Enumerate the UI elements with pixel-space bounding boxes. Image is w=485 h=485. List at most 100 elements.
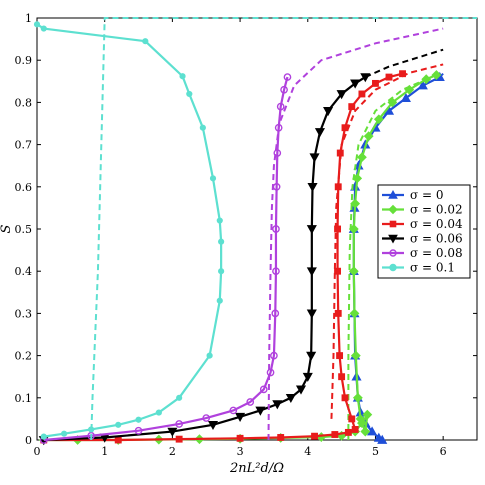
data-point	[431, 70, 442, 80]
data-point	[385, 73, 393, 81]
data-point	[360, 73, 371, 83]
data-point	[277, 434, 285, 441]
data-point	[389, 249, 397, 257]
series-dashed-line	[347, 74, 437, 440]
data-point	[175, 435, 183, 443]
data-point	[338, 373, 346, 381]
data-point	[341, 124, 349, 132]
data-point	[306, 309, 317, 319]
data-point	[372, 79, 379, 87]
data-point	[389, 263, 397, 272]
data-point	[336, 149, 344, 157]
x-tick-label: 0	[34, 445, 41, 458]
data-point	[355, 413, 366, 424]
legend-entry: σ = 0.1	[382, 261, 455, 275]
series-line	[43, 76, 289, 442]
data-point	[400, 92, 411, 103]
data-point	[357, 152, 367, 163]
data-point	[167, 427, 178, 437]
data-point	[272, 400, 283, 410]
data-point	[306, 351, 317, 361]
legend-label: σ = 0.1	[410, 261, 455, 275]
data-point	[179, 73, 186, 80]
data-point	[350, 198, 361, 209]
legend-entry: σ = 0.08	[382, 246, 463, 260]
data-point	[207, 420, 219, 431]
data-point	[348, 224, 359, 234]
data-point	[295, 385, 307, 395]
legend-label: σ = 0	[410, 188, 444, 202]
y-tick-label: 0.3	[15, 307, 33, 320]
x-axis-label: 2nL²d/Ω	[229, 461, 284, 476]
data-point	[175, 420, 184, 428]
y-tick-label: 0.2	[15, 350, 33, 363]
data-point	[216, 217, 223, 224]
data-point	[323, 106, 334, 117]
data-point	[348, 415, 356, 423]
y-tick-label: 1	[25, 12, 32, 25]
y-tick-label: 0.6	[15, 181, 33, 194]
y-tick-label: 0.8	[15, 96, 33, 109]
data-point	[421, 74, 432, 85]
data-point	[40, 433, 47, 440]
x-tick-label: 5	[372, 445, 379, 458]
data-point	[271, 309, 280, 318]
data-point	[352, 392, 363, 403]
data-point	[216, 297, 223, 304]
data-point	[209, 175, 217, 182]
y-tick-label: 0.4	[15, 265, 33, 278]
legend-label: σ = 0.04	[410, 217, 463, 231]
data-point	[274, 123, 283, 132]
data-point	[344, 428, 352, 436]
data-point	[352, 173, 363, 184]
data-point	[134, 426, 143, 435]
y-tick-label: 0.7	[15, 139, 33, 152]
data-point	[283, 73, 292, 81]
data-point	[388, 234, 398, 244]
data-point	[314, 128, 326, 138]
data-point	[387, 97, 398, 108]
data-point	[273, 149, 282, 157]
x-tick-label: 4	[304, 445, 311, 458]
data-point	[246, 398, 255, 406]
data-point	[341, 394, 349, 402]
y-tick-label: 0.1	[15, 392, 33, 405]
data-point	[33, 21, 41, 28]
series-dashed-line	[364, 48, 444, 78]
data-point	[255, 406, 266, 416]
series-4	[39, 27, 444, 444]
data-point	[235, 412, 246, 423]
data-point	[399, 70, 406, 78]
series-line	[36, 23, 223, 438]
data-point	[272, 225, 280, 233]
axes: 0 1 2 3 4 5 6 0 0.1 0.2 0.3 0.4 0.5 0.6 0.7 0.8 0.9 1	[15, 12, 477, 458]
data-point	[388, 189, 398, 199]
data-point	[272, 267, 280, 276]
data-point	[367, 426, 378, 436]
data-point	[206, 352, 213, 359]
legend-entry: σ = 0.06	[382, 232, 463, 246]
data-point	[331, 431, 339, 438]
data-point	[348, 266, 359, 277]
x-tick-label: 2	[169, 445, 176, 458]
data-point	[306, 267, 317, 277]
data-point	[349, 308, 360, 319]
legend-label: σ = 0.02	[410, 203, 463, 217]
data-point	[351, 426, 359, 433]
data-point	[276, 102, 285, 111]
data-point	[270, 351, 278, 360]
legend-entry: σ = 0	[382, 188, 444, 202]
data-point	[280, 85, 288, 94]
data-point	[186, 90, 193, 98]
data-point	[115, 421, 122, 428]
series-3	[38, 48, 444, 446]
data-point	[373, 114, 384, 125]
data-point	[199, 124, 206, 131]
data-point	[336, 90, 347, 100]
data-point	[88, 426, 95, 433]
data-point	[388, 204, 398, 215]
data-point	[302, 372, 313, 382]
data-point	[358, 90, 366, 98]
legend-box	[377, 184, 471, 279]
